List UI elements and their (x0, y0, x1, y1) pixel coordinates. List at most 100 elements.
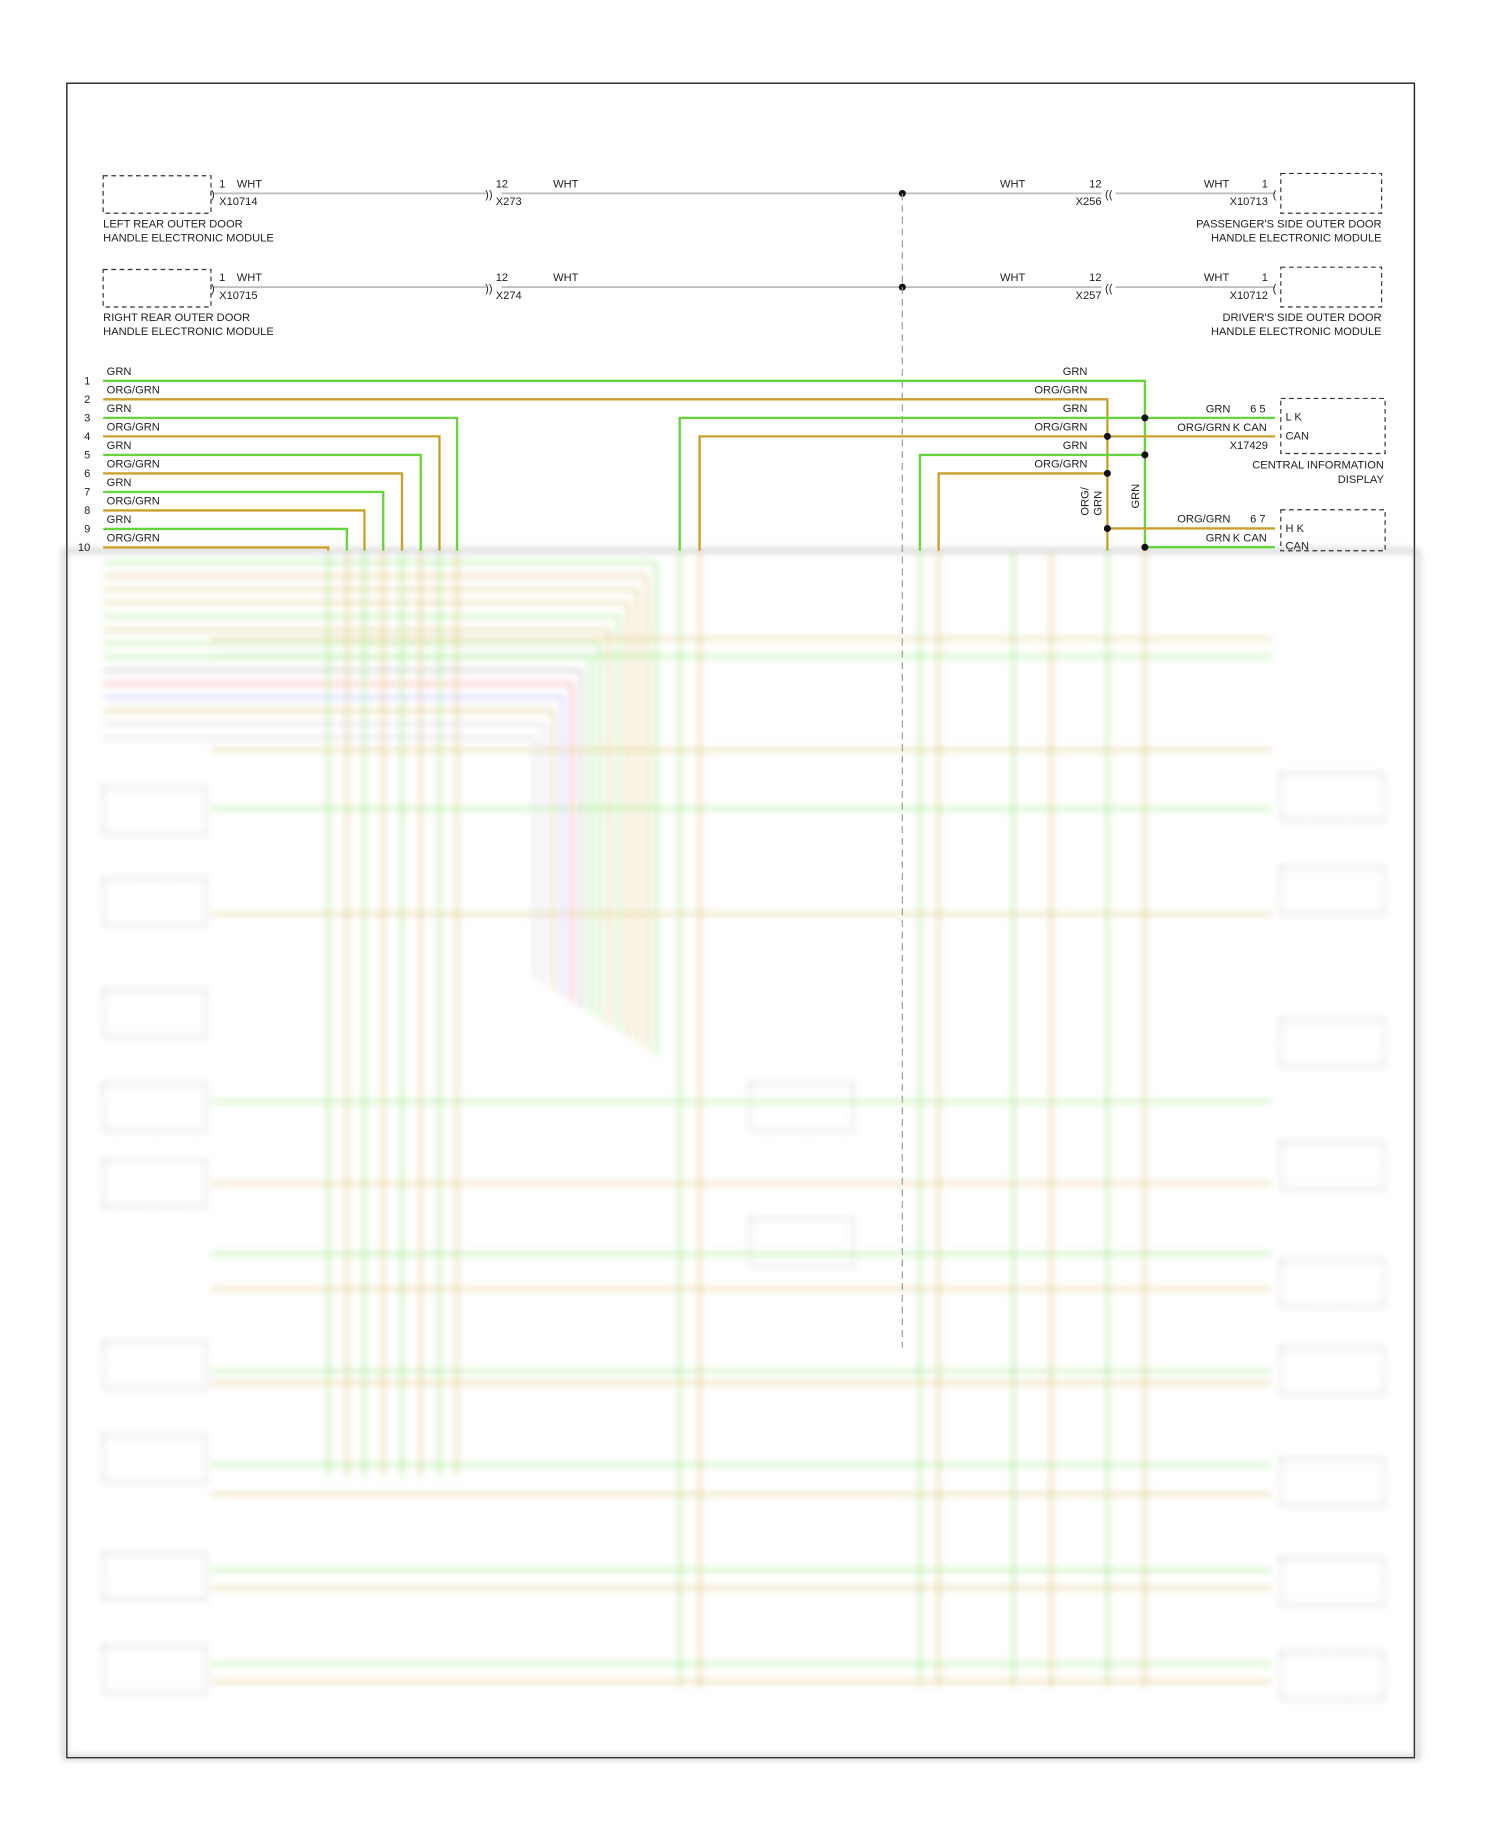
label: 1 (1262, 272, 1268, 284)
label: ORG/GRN (1034, 459, 1087, 471)
label: 6 (84, 468, 90, 480)
label: X17429 (1230, 440, 1268, 452)
connector: (( (1105, 189, 1113, 201)
component (1280, 1651, 1385, 1700)
label: 4 (84, 431, 90, 443)
label: X257 (1076, 290, 1102, 302)
label: PASSENGER'S SIDE OUTER DOOR (1196, 218, 1382, 230)
wire (103, 490, 385, 551)
label: WHT (1204, 178, 1230, 190)
wire (103, 398, 1109, 551)
label: 9 (84, 523, 90, 535)
label: GRN (107, 477, 132, 489)
label: HANDLE ELECTRONIC MODULE (1211, 232, 1382, 244)
connector: ) (211, 283, 215, 295)
label: RIGHT REAR OUTER DOOR (103, 312, 250, 324)
label: ORG/GRN (107, 422, 160, 434)
label: DISPLAY (1338, 474, 1385, 486)
component (102, 1434, 207, 1483)
label: WHT (237, 178, 263, 190)
wire (103, 546, 330, 551)
label: CAN (1286, 541, 1310, 553)
label: K CAN (1233, 532, 1267, 544)
splice (1103, 469, 1111, 477)
label: 8 (84, 505, 90, 517)
label: WHT (553, 178, 579, 190)
label: WHT (1204, 272, 1230, 284)
component (1280, 172, 1383, 214)
component (749, 1083, 854, 1132)
label: WHT (1000, 178, 1026, 190)
label: HANDLE ELECTRONIC MODULE (103, 326, 274, 338)
component (102, 1645, 207, 1694)
label: X10712 (1230, 290, 1268, 302)
connector: ( (1273, 283, 1277, 295)
splice (1103, 524, 1111, 532)
label: 6 7 (1250, 514, 1265, 526)
splice (1103, 432, 1111, 440)
label: ORG/GRN (107, 533, 160, 545)
wire (918, 453, 1145, 551)
label: ORG/GRN (1034, 422, 1087, 434)
label: GRN (1206, 532, 1231, 544)
label: GRN (107, 403, 132, 415)
component (1280, 1141, 1385, 1190)
label: GRN (1206, 403, 1231, 415)
component (102, 1552, 207, 1601)
label: X273 (496, 196, 522, 208)
component (1280, 1458, 1385, 1507)
label: GRN (1063, 366, 1088, 378)
blurred-area (62, 548, 1420, 1760)
component (1280, 1557, 1385, 1606)
label: 1 (219, 272, 225, 284)
label: 12 (1089, 272, 1101, 284)
label: K CAN (1233, 422, 1267, 434)
wire (103, 379, 1147, 551)
wire (698, 435, 1275, 551)
wire (103, 416, 459, 551)
label: 6 5 (1250, 403, 1265, 415)
label: GRN (1093, 491, 1105, 516)
label: X256 (1076, 196, 1102, 208)
label: 2 (84, 394, 90, 406)
component (1280, 866, 1385, 915)
wire (678, 416, 1275, 551)
wire (103, 527, 349, 551)
label: LEFT REAR OUTER DOOR (103, 218, 243, 230)
label: HANDLE ELECTRONIC MODULE (103, 232, 274, 244)
label: X10713 (1230, 196, 1268, 208)
component (1280, 397, 1386, 455)
wire (103, 472, 404, 551)
component (1280, 772, 1385, 821)
label: CENTRAL INFORMATION (1252, 460, 1384, 472)
label: GRN (107, 514, 132, 526)
label: GRN (107, 440, 132, 452)
component (102, 1341, 207, 1390)
component (102, 1159, 207, 1208)
label: H K (1286, 523, 1305, 535)
wire (103, 453, 422, 551)
component (102, 175, 212, 214)
connector: ) (211, 189, 215, 201)
component (102, 268, 212, 308)
label: GRN (1130, 484, 1142, 509)
label: ORG/GRN (107, 459, 160, 471)
blur-frame (62, 548, 1420, 1760)
label: 12 (1089, 178, 1101, 190)
label: ORG/GRN (1177, 514, 1230, 526)
label: X274 (496, 290, 522, 302)
label: 10 (78, 542, 90, 554)
connector: (( (1105, 283, 1113, 295)
component (1280, 509, 1386, 552)
label: CAN (1286, 430, 1310, 442)
component (102, 989, 207, 1038)
component (102, 878, 207, 927)
wire (103, 509, 366, 551)
component (102, 1083, 207, 1132)
label: ORG/GRN (107, 384, 160, 396)
label: X10714 (219, 196, 257, 208)
label: 12 (496, 178, 508, 190)
label: 5 (84, 449, 90, 461)
label: 1 (84, 375, 90, 387)
